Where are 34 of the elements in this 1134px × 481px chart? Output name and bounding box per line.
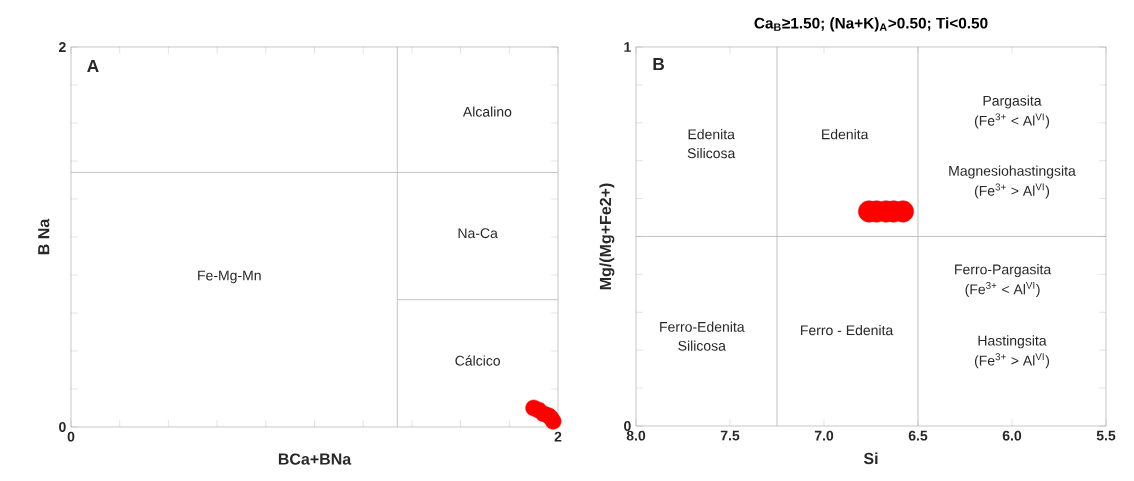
annotation: Ferro-Pargasita (955, 264, 1052, 278)
annotation: Alcalino (462, 106, 512, 117)
x-tick-label: 5.5 (1096, 430, 1116, 441)
annotation: Silicosa (678, 340, 726, 351)
x-tick-label: 7.5 (720, 430, 740, 441)
x-axis-title: Si (863, 452, 878, 465)
annotation: Ferro - Edenita (801, 324, 894, 336)
annotation: (Fe$^{3+}$ > Al$^{VI}$) (974, 353, 1050, 369)
annotation: Pargasita (983, 95, 1042, 109)
annotation: (Fe$^{3+}$ < Al$^{VI}$) (965, 282, 1040, 298)
annotation: Silicosa (687, 147, 736, 159)
x-tick-label: 6.5 (908, 430, 928, 441)
x-tick-label: 7.0 (814, 430, 834, 441)
x-tick-label: 8.0 (626, 430, 646, 441)
chart-title: Ca$_{B}$≥1.50; (Na+K)$_{A}$>0.50; Ti<0.50 (754, 17, 988, 32)
x-tick-label: 0 (67, 431, 75, 442)
annotation: Magnesiohastingsita (949, 165, 1076, 179)
x-tick-label: 6.0 (1002, 430, 1022, 441)
y-axis-title: B Na (38, 218, 50, 255)
y-tick-label: 1 (624, 42, 631, 52)
annotation: Cálcico (455, 355, 501, 366)
annotation: Na-Ca (458, 228, 498, 239)
annotation: (Fe$^{3+}$ > Al$^{VI}$) (974, 183, 1050, 199)
annotation: Edenita (822, 129, 869, 140)
annotation: A (87, 60, 99, 72)
annotation: Ferro-Edenita (660, 321, 745, 332)
annotation: (Fe$^{3+}$ < Al$^{VI}$) (974, 113, 1050, 129)
x-tick-label: 2 (554, 431, 562, 442)
annotation: Edenita (688, 129, 735, 140)
annotation: Hastingsita (978, 335, 1047, 349)
x-axis-title: BCa+BNa (278, 453, 352, 465)
y-axis-title: Mg/(Mg+Fe2+) (599, 183, 615, 290)
annotation: Fe-Mg-Mn (198, 270, 261, 284)
annotation: B (653, 58, 665, 71)
